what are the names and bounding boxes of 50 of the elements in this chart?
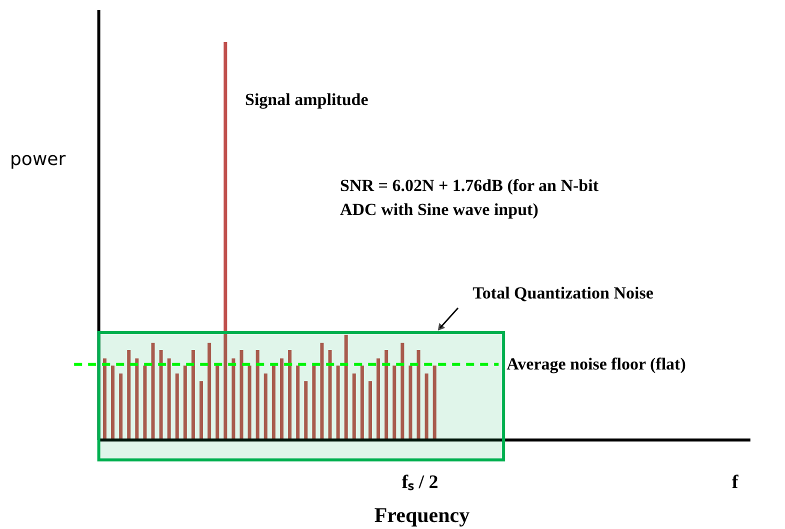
bar xyxy=(111,366,115,440)
bar xyxy=(127,350,131,440)
bar xyxy=(336,366,340,440)
bar xyxy=(288,350,292,440)
bar xyxy=(183,366,187,440)
bar xyxy=(408,366,412,440)
bar xyxy=(200,381,204,440)
x-axis-title: Frequency xyxy=(374,503,470,527)
bar xyxy=(304,381,308,440)
bar xyxy=(240,350,244,440)
bar xyxy=(424,374,428,440)
bar xyxy=(175,374,179,440)
bar xyxy=(328,350,332,440)
bar xyxy=(135,358,139,440)
y-axis-title: power xyxy=(10,149,66,170)
bar xyxy=(159,350,163,440)
bar xyxy=(102,358,106,440)
bar xyxy=(376,358,380,440)
ref-line-label: Average noise floor (flat) xyxy=(506,354,686,374)
bar xyxy=(191,350,195,440)
bar xyxy=(400,342,404,440)
bar xyxy=(208,342,212,440)
bar xyxy=(151,342,155,440)
annotation: Signal amplitude xyxy=(245,90,369,109)
bar xyxy=(280,358,284,440)
bar xyxy=(224,42,228,440)
bar xyxy=(368,381,372,440)
band-label: Total Quantization Noise xyxy=(472,284,654,303)
text: f xyxy=(732,472,739,493)
bar xyxy=(384,350,388,440)
bar xyxy=(264,374,268,440)
bar xyxy=(432,366,436,440)
bar xyxy=(352,374,356,440)
bar xyxy=(312,366,316,440)
bar xyxy=(360,366,364,440)
bar xyxy=(320,342,324,440)
bar xyxy=(216,366,220,440)
text: fₛ / 2 xyxy=(402,472,438,493)
bar xyxy=(248,366,252,440)
bar xyxy=(392,366,396,440)
bar xyxy=(143,366,147,440)
bar xyxy=(232,358,236,440)
bar xyxy=(256,350,260,440)
bar xyxy=(119,374,123,440)
bar xyxy=(416,350,420,440)
bar xyxy=(344,334,348,440)
bar xyxy=(296,366,300,440)
annotation: SNR = 6.02N + 1.76dB (for an N-bit ADC with Sine wave input) xyxy=(340,176,599,219)
bar xyxy=(272,366,276,440)
bar xyxy=(167,358,171,440)
